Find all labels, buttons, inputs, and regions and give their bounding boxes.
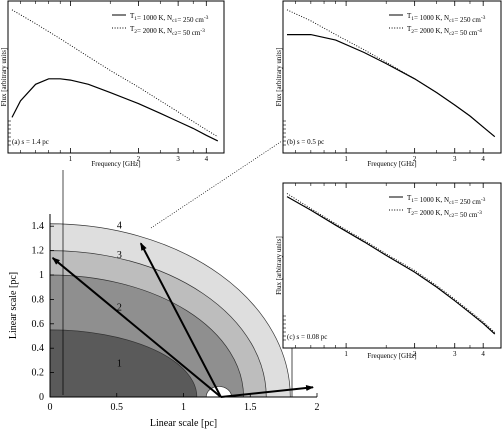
x-axis-label: Frequency [GHz] (367, 160, 416, 168)
x-tick-label: 3 (176, 155, 180, 163)
y-tick-label: 0.2 (32, 368, 45, 379)
region-label-1: 1 (117, 359, 122, 370)
x-tick-label: 0.5 (111, 402, 124, 413)
x-axis-label: Linear scale [pc] (150, 418, 217, 429)
x-tick-label: 1 (344, 350, 348, 358)
spectrum-panel-1: 1 2 3 4 T1= 1000 K, Nc1= 250 cm-3T2= 2000 K,… (0, 0, 225, 168)
y-tick-label: 1 (39, 270, 44, 281)
y-tick-label: 0.4 (32, 343, 45, 354)
y-axis-label: Flux [arbitrary units] (275, 236, 283, 295)
connector-line-b (150, 140, 283, 229)
panel-label: (c) s = 0.08 pc (287, 333, 327, 341)
region-label-4: 4 (117, 221, 122, 232)
series-line-t1 (287, 33, 496, 138)
y-axis-label: Linear scale [pc] (8, 272, 19, 339)
region-1 (49, 329, 198, 398)
series-line-t1 (286, 196, 496, 335)
region-diagram: 4 3 2 1 0 0.5 1 1.5 2 0 0.2 0.4 0.6 0.8 1 1.2 1.4 Linear … (8, 214, 320, 429)
x-tick-label: 2 (315, 402, 320, 413)
panel-label: (a) s = 1.4 pc (12, 138, 49, 146)
y-tick-label: 0 (39, 392, 44, 403)
x-tick-label: 4 (205, 155, 209, 163)
y-tick-label: 0.6 (32, 319, 45, 330)
y-axis-label: Flux [arbitrary units] (0, 48, 8, 107)
series-line-t2 (286, 9, 496, 138)
y-axis-label: Flux [arbitrary units] (275, 48, 283, 107)
x-tick-label: 1.5 (244, 402, 257, 413)
plot-frame (282, 182, 502, 349)
x-tick-label: 4 (481, 155, 485, 163)
arrow-1 (51, 257, 222, 398)
x-axis-label: Frequency [GHz] (367, 352, 416, 360)
legend-entry: T1= 1000 K, Nc1= 250 cm-3 (407, 12, 486, 24)
x-tick-label: 2 (413, 155, 417, 163)
x-tick-label: 4 (481, 350, 485, 358)
series-line-t1 (11, 78, 219, 142)
legend-entry: T1= 1000 K, Nc1= 250 cm-3 (130, 12, 209, 24)
legend-entry: T1= 1000 K, Nc1= 250 cm-3 (407, 194, 486, 206)
panel-label: (b) s = 0.5 pc (287, 138, 324, 146)
x-tick-label: 0 (48, 402, 53, 413)
spectrum-panel-2: 1 2 3 4 T1= 1000 K, Nc1= 250 cm-3T2= 2000 K,… (275, 0, 502, 168)
legend-entry: T2= 2000 K, Nc2= 50 cm-4 (407, 25, 482, 37)
spectrum-panel-3: 1 2 3 4 T1= 1000 K, Nc1= 250 cm-3T2= 2000 K,… (275, 182, 502, 360)
arrow-3 (220, 384, 314, 398)
arrow-2 (139, 242, 222, 398)
region-label-3: 3 (117, 250, 122, 261)
x-tick-label: 2 (137, 155, 141, 163)
y-tick-label: 1.2 (32, 246, 45, 257)
legend-entry: T2= 2000 K, Nc2= 50 cm-3 (130, 25, 205, 37)
x-tick-label: 1 (69, 155, 73, 163)
x-tick-label: 3 (453, 155, 457, 163)
x-axis-label: Frequency [GHz] (91, 160, 140, 168)
region-label-2: 2 (117, 302, 122, 313)
plot-frame (7, 0, 225, 154)
x-tick-label: 2 (413, 350, 417, 358)
legend-entry: T2= 2000 K, Nc2= 50 cm-3 (407, 207, 482, 219)
x-tick-label: 3 (453, 350, 457, 358)
x-tick-label: 1 (344, 155, 348, 163)
y-tick-label: 0.8 (32, 294, 45, 305)
plot-frame (282, 0, 502, 154)
x-tick-label: 1 (181, 402, 186, 413)
series-line-t2 (286, 193, 496, 333)
y-tick-label: 1.4 (32, 221, 45, 232)
